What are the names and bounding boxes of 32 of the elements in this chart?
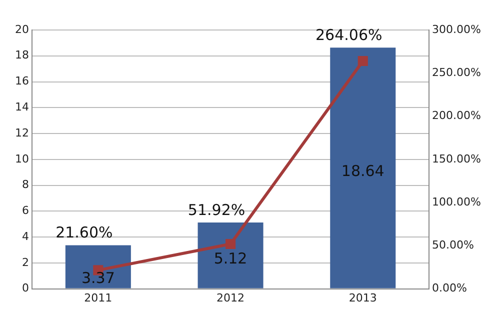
y-tick-label: 10: [14, 152, 29, 166]
data-label: 51.92%: [188, 200, 246, 219]
y2-tick-label: 250.00%: [432, 66, 482, 79]
y2-tick-label: 150.00%: [432, 152, 482, 166]
data-label: 264.06%: [316, 26, 382, 44]
y-tick-label: 4: [22, 230, 29, 243]
x-tick-label: 2013: [348, 291, 377, 304]
y-tick-label: 0: [22, 282, 29, 295]
data-label: 3.37: [81, 269, 115, 288]
y-tick-label: 6: [22, 204, 29, 218]
bar: [65, 245, 131, 288]
y-tick-label: 16: [14, 74, 29, 88]
y-tick-label: 8: [22, 178, 29, 192]
x-tick-label: 2011: [84, 291, 112, 304]
point: [358, 56, 368, 66]
bar: [198, 222, 264, 288]
data-label: 18.64: [341, 162, 384, 180]
y2-tick-label: 300.00%: [432, 22, 482, 36]
data-label: 21.60%: [56, 224, 113, 242]
y-tick-label: 12: [14, 126, 29, 140]
y-tick-label: 14: [14, 100, 29, 114]
y2-tick-label: 200.00%: [432, 109, 482, 122]
y-tick-label: 20: [14, 22, 29, 36]
point: [225, 238, 236, 250]
x-tick-label: 2012: [216, 291, 245, 304]
bar: [330, 48, 396, 288]
data-label: 5.12: [214, 249, 248, 268]
y2-tick-label: 0.00%: [432, 282, 468, 295]
y-tick-label: 18: [14, 48, 29, 62]
y-tick-label: 2: [22, 256, 29, 269]
y2-tick-label: 100.00%: [432, 195, 482, 208]
y2-tick-label: 50.00%: [432, 238, 474, 252]
